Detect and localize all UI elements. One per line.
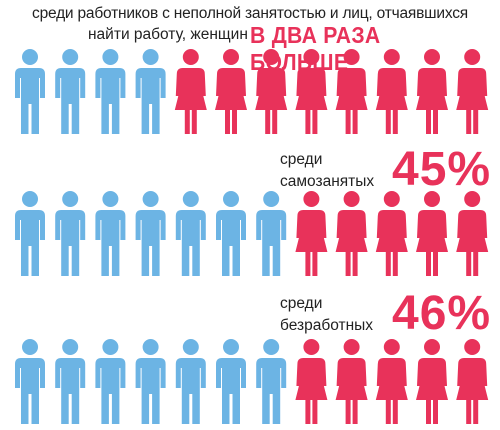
man-icon bbox=[175, 339, 206, 424]
man-icon bbox=[15, 191, 45, 276]
man-icon bbox=[175, 191, 206, 276]
woman-icon bbox=[295, 191, 328, 276]
woman-icon bbox=[255, 49, 288, 134]
woman-icon bbox=[335, 191, 368, 276]
man-icon bbox=[95, 339, 126, 424]
man-icon bbox=[95, 191, 126, 276]
man-icon bbox=[256, 339, 287, 424]
woman-icon bbox=[375, 49, 408, 134]
man-icon bbox=[55, 191, 86, 276]
pictogram-row-underemployed bbox=[0, 48, 500, 138]
man-icon bbox=[15, 49, 45, 134]
woman-icon bbox=[456, 191, 489, 276]
pictogram-row-self-employed bbox=[0, 190, 500, 280]
pictogram-figures bbox=[15, 49, 489, 134]
man-icon bbox=[55, 49, 86, 134]
pictogram-figures bbox=[15, 339, 489, 424]
woman-icon bbox=[335, 49, 368, 134]
woman-icon bbox=[416, 191, 448, 276]
intro-line-2: найти работу, женщин bbox=[88, 26, 248, 43]
man-icon bbox=[216, 339, 246, 424]
man-icon bbox=[135, 339, 166, 424]
man-icon bbox=[135, 49, 166, 134]
self-employed-label-2: самозанятых bbox=[280, 173, 375, 190]
woman-icon bbox=[295, 49, 328, 134]
man-icon bbox=[95, 49, 126, 134]
unemployed-label-2: безработных bbox=[280, 317, 374, 334]
pictogram-row-unemployed bbox=[0, 338, 500, 428]
woman-icon bbox=[456, 339, 489, 424]
pictogram-figures bbox=[15, 191, 489, 276]
woman-icon bbox=[335, 339, 368, 424]
man-icon bbox=[256, 191, 287, 276]
man-icon bbox=[135, 191, 166, 276]
self-employed-value: 45% bbox=[392, 143, 492, 196]
woman-icon bbox=[416, 339, 448, 424]
unemployed-label-1: среди bbox=[280, 295, 323, 312]
unemployed-value: 46% bbox=[392, 287, 492, 340]
woman-icon bbox=[456, 49, 489, 134]
intro-line-1: среди работников с неполной занятостью и… bbox=[32, 5, 468, 22]
woman-icon bbox=[375, 191, 408, 276]
man-icon bbox=[55, 339, 86, 424]
woman-icon bbox=[416, 49, 448, 134]
woman-icon bbox=[215, 49, 247, 134]
man-icon bbox=[15, 339, 45, 424]
woman-icon bbox=[375, 339, 408, 424]
man-icon bbox=[216, 191, 246, 276]
woman-icon bbox=[174, 49, 207, 134]
self-employed-label-1: среди bbox=[280, 151, 323, 168]
woman-icon bbox=[295, 339, 328, 424]
